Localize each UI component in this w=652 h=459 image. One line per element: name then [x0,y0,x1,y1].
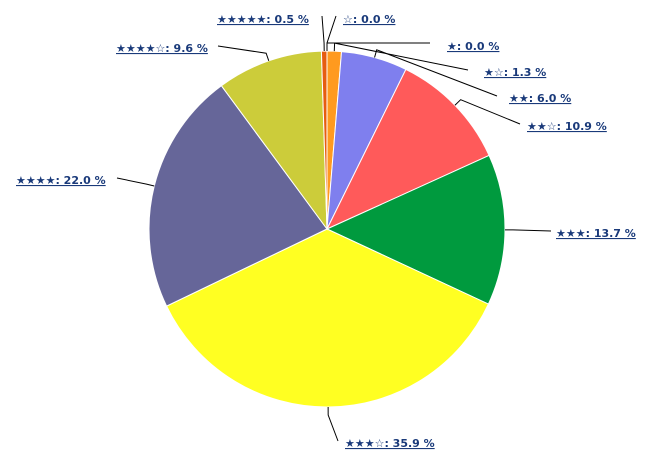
slice-label[interactable]: ☆: 0.0 % [343,13,395,26]
pie-slice [325,154,506,305]
leader-line [374,49,498,97]
slice-label[interactable]: ★★☆: 10.9 % [527,120,607,133]
leader-line [326,42,430,51]
pie-slice [148,85,328,307]
slice-label[interactable]: ★★: 6.0 % [509,92,571,105]
pie-slice [165,228,490,408]
slice-label[interactable]: ★★★☆: 35.9 % [345,437,435,450]
leader-line [454,99,521,125]
slice-label[interactable]: ★: 0.0 % [447,40,499,53]
leader-line [333,42,469,71]
slice-label[interactable]: ★★★★☆: 9.6 % [116,42,208,55]
leader-line [116,177,155,187]
slice-label[interactable]: ★★★★: 22.0 % [16,174,106,187]
slice-label[interactable]: ★☆: 1.3 % [484,66,546,79]
leader-line [327,406,339,442]
leader-line [504,229,552,232]
leader-line [321,15,325,52]
pie-slice [325,68,490,231]
slice-label[interactable]: ★★★★★: 0.5 % [217,13,309,26]
leader-line [217,45,270,61]
slice-label[interactable]: ★★★: 13.7 % [556,227,636,240]
